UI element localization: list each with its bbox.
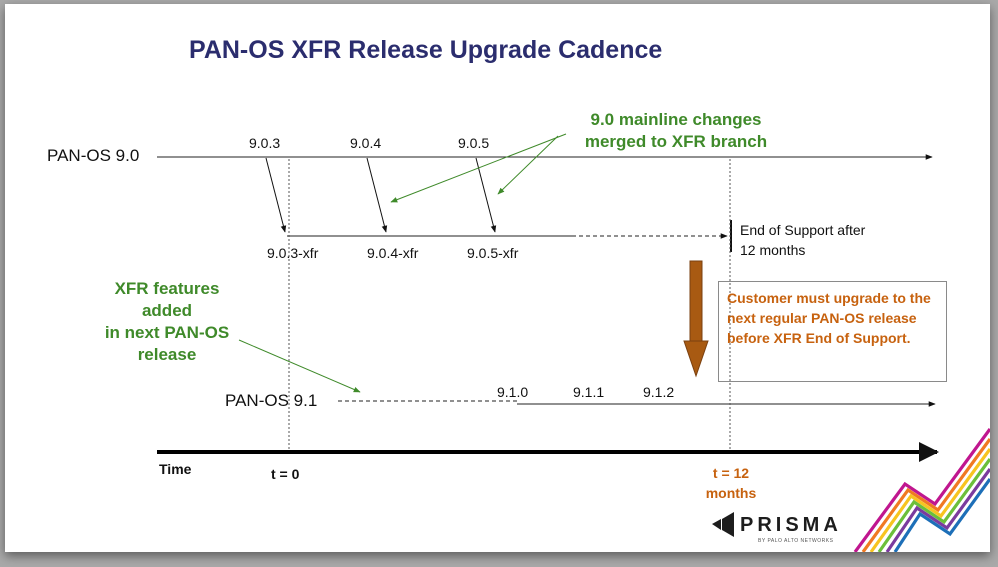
decorative-stripes [853, 428, 990, 552]
eos-line: End of Support after [740, 222, 866, 238]
xfr-annotation-line: added [141, 301, 193, 320]
green-arrow-1 [390, 133, 567, 203]
prisma-logo-icon [712, 512, 734, 537]
version-label: 9.0.5 [458, 135, 490, 151]
xfr-version-label: 9.0.5-xfr [467, 245, 519, 261]
down-arrow-icon [683, 260, 709, 378]
version-91-label: 9.1.0 [497, 384, 529, 400]
t12-line: t = 12 [712, 465, 750, 481]
timeline-diagram [157, 133, 990, 552]
slide: PAN-OS XFR Release Upgrade Cadence PAN-O… [5, 4, 990, 552]
green-arrow-3 [238, 339, 361, 393]
version-label: 9.0.3 [249, 135, 281, 151]
mainline-annotation-line: merged to XFR branch [584, 132, 768, 151]
version-91-label: 9.1.2 [643, 384, 675, 400]
mainline-annotation: 9.0 mainline changes merged to XFR branc… [566, 109, 786, 153]
green-arrow-2 [497, 135, 559, 195]
t12-line: months [705, 485, 757, 501]
xfr-annotation-line: in next PAN-OS [104, 323, 230, 342]
xfr-version-label: 9.0.3-xfr [267, 245, 319, 261]
xfr-version-label: 9.0.4-xfr [367, 245, 419, 261]
merge-arrow-3 [475, 157, 497, 233]
row-label-panos-91: PAN-OS 9.1 [225, 391, 318, 410]
page-title: PAN-OS XFR Release Upgrade Cadence [189, 36, 663, 64]
merge-arrow-2 [366, 157, 388, 233]
xfr-annotation-line: XFR features [114, 279, 220, 298]
t12-label: t = 12 months [691, 463, 771, 503]
version-91-label: 9.1.1 [573, 384, 605, 400]
xfr-annotation-line: release [137, 345, 197, 364]
brand-subtitle: BY PALO ALTO NETWORKS [758, 538, 834, 544]
eos-line: 12 months [740, 242, 806, 258]
merge-arrow-1 [265, 157, 287, 233]
upgrade-callout: Customer must upgrade to the next regula… [718, 281, 947, 382]
version-label: 9.0.4 [350, 135, 382, 151]
mainline-annotation-line: 9.0 mainline changes [590, 110, 762, 129]
brand-name: PRISMA [740, 514, 842, 536]
xfr-features-annotation: XFR features added in next PAN-OS releas… [87, 278, 247, 366]
row-label-panos-90: PAN-OS 9.0 [47, 146, 140, 165]
end-of-support-note: End of Support after 12 months [740, 220, 865, 260]
t0-label: t = 0 [271, 466, 300, 482]
time-axis-label: Time [159, 461, 192, 477]
